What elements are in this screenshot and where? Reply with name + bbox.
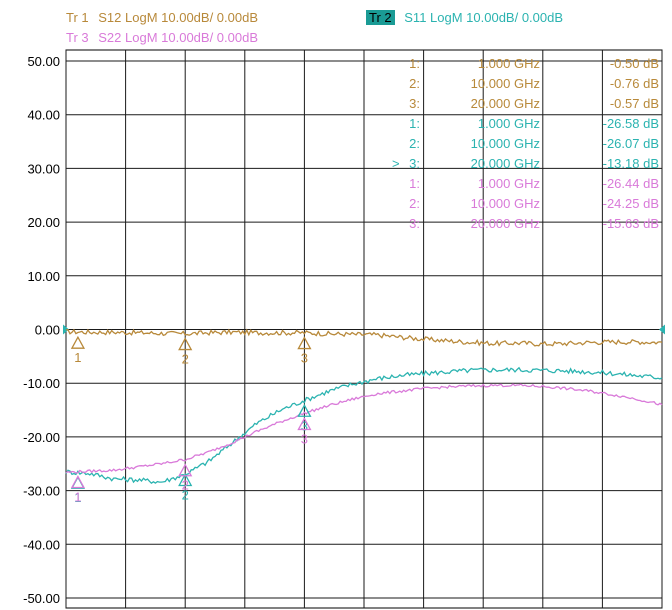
trace-label-3: S22 LogM 10.00dB/ 0.00dB <box>98 30 258 45</box>
marker-table-value: -13.18 dB <box>603 156 659 171</box>
trace-id-3: Tr 3 <box>66 30 89 45</box>
y-tick-label: 30.00 <box>27 161 60 176</box>
marker-label-s12-3: 3 <box>301 351 308 366</box>
marker-s11-2 <box>178 473 193 487</box>
trace-id-2: Tr 2 <box>366 10 395 25</box>
marker-table-value: -26.58 dB <box>603 116 659 131</box>
marker-table-value: -0.50 dB <box>610 56 659 71</box>
y-tick-label: 20.00 <box>27 215 60 230</box>
marker-table-freq: 10.000 GHz <box>471 136 540 151</box>
marker-table-freq: 20.000 GHz <box>471 216 540 231</box>
series-line-s11 <box>65 366 663 485</box>
marker-table-freq: 20.000 GHz <box>471 96 540 111</box>
trace-id-1: Tr 1 <box>66 10 89 25</box>
y-tick-label: -50.00 <box>23 591 60 606</box>
marker-table-num: 1: <box>409 56 420 71</box>
marker-table-freq: 1.000 GHz <box>478 56 540 71</box>
marker-table-value: -0.57 dB <box>610 96 659 111</box>
y-tick-label: 50.00 <box>27 54 60 69</box>
marker-table-num: 2: <box>409 76 420 91</box>
marker-table-num: 2: <box>409 196 420 211</box>
marker-s11-3 <box>297 403 312 417</box>
marker-s12-2 <box>178 337 193 351</box>
marker-table-freq: 20.000 GHz <box>471 156 540 171</box>
y-tick-label: -40.00 <box>23 537 60 552</box>
y-tick-label: -20.00 <box>23 430 60 445</box>
y-tick-label: -30.00 <box>23 484 60 499</box>
marker-table-value: -26.07 dB <box>603 136 659 151</box>
marker-table-value: -26.44 dB <box>603 176 659 191</box>
marker-table-freq: 1.000 GHz <box>478 176 540 191</box>
marker-label-s11-2: 2 <box>182 487 189 502</box>
marker-label-s11-3: 3 <box>301 418 308 433</box>
ref-level-marker-right <box>659 324 665 335</box>
marker-table-freq: 1.000 GHz <box>478 116 540 131</box>
trace-header-3[interactable]: Tr 3 S22 LogM 10.00dB/ 0.00dB <box>66 30 264 45</box>
trace-label-1: S12 LogM 10.00dB/ 0.00dB <box>98 10 258 25</box>
marker-label-s11-1: 1 <box>74 490 81 505</box>
marker-s12-1 <box>70 335 86 349</box>
marker-table-value: -0.76 dB <box>610 76 659 91</box>
marker-table-num: 1: <box>409 176 420 191</box>
y-tick-label: 10.00 <box>27 269 60 284</box>
marker-table-value: -15.63 dB <box>603 216 659 231</box>
marker-table-num: 2: <box>409 136 420 151</box>
active-marker-indicator: > <box>392 156 400 171</box>
trace-header-2[interactable]: Tr 2 S11 LogM 10.00dB/ 0.00dB <box>366 10 569 25</box>
marker-s22-1 <box>70 475 86 489</box>
marker-label-s22-2: 2 <box>182 478 189 493</box>
series-line-s22 <box>65 383 663 474</box>
series-line-s12 <box>65 328 663 347</box>
marker-table-num: 1: <box>409 116 420 131</box>
y-tick-label: 0.00 <box>35 323 60 338</box>
marker-s12-3 <box>297 336 312 350</box>
y-tick-label: 40.00 <box>27 108 60 123</box>
marker-label-s12-1: 1 <box>74 350 81 365</box>
marker-table-num: 3: <box>409 96 420 111</box>
marker-table-num: 3: <box>409 216 420 231</box>
marker-s22-2 <box>178 463 193 477</box>
trace-label-2: S11 LogM 10.00dB/ 0.00dB <box>404 10 564 25</box>
marker-s22-3 <box>297 417 312 431</box>
marker-table-num: 3: <box>409 156 420 171</box>
marker-table-value: -24.25 dB <box>603 196 659 211</box>
marker-label-s12-2: 2 <box>182 352 189 367</box>
marker-label-s22-3: 3 <box>301 431 308 446</box>
marker-table-freq: 10.000 GHz <box>471 196 540 211</box>
trace-header-1[interactable]: Tr 1 S12 LogM 10.00dB/ 0.00dB <box>66 10 264 25</box>
marker-label-s22-1: 1 <box>74 489 81 504</box>
y-tick-label: -10.00 <box>23 376 60 391</box>
marker-table-freq: 10.000 GHz <box>471 76 540 91</box>
